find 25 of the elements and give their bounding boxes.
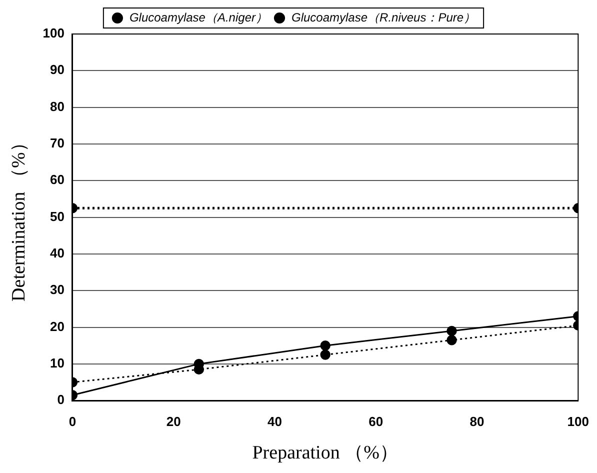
point — [446, 326, 457, 336]
y-tick-label: 70 — [50, 136, 64, 151]
x-tick-label: 80 — [470, 414, 484, 429]
y-tick-label: 0 — [57, 392, 64, 408]
legend-label: Glucoamylase（A.niger） — [129, 10, 268, 24]
x-axis-title: Preparation （%） — [252, 442, 398, 464]
legend-label: Glucoamylase（R.niveus：Pure） — [291, 10, 476, 24]
y-tick-label: 80 — [50, 98, 64, 114]
y-axis-title: Determination （%） — [8, 133, 30, 302]
y-tick-label: 50 — [50, 208, 64, 224]
point — [320, 350, 330, 360]
point — [446, 335, 457, 346]
y-tick-label: 30 — [50, 282, 64, 298]
point — [320, 340, 330, 351]
x-tick-label: 100 — [567, 414, 590, 429]
y-tick-label: 100 — [42, 26, 64, 41]
x-tick-label: 60 — [368, 414, 384, 429]
y-tick-label: 40 — [50, 246, 64, 261]
y-tick-label: 20 — [50, 318, 64, 334]
y-tick-label: 90 — [50, 62, 64, 78]
y-tick-label: 60 — [50, 172, 64, 188]
x-tick-label: 40 — [268, 414, 282, 429]
x-tick-label: 20 — [166, 414, 181, 429]
x-tick-label: 0 — [68, 414, 76, 429]
y-tick-label: 10 — [50, 356, 64, 371]
